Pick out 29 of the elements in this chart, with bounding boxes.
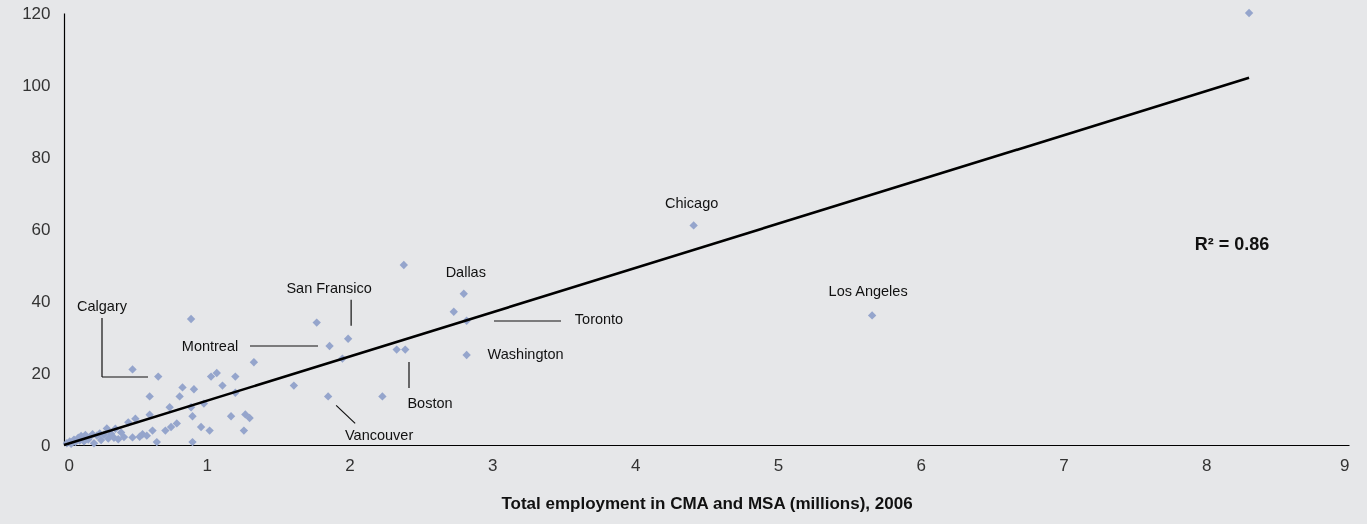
y-tick-label: 60	[31, 219, 51, 239]
annotation: Los Angeles	[828, 283, 908, 300]
y-tick-label: 100	[22, 75, 51, 95]
x-tick-label: 0	[64, 455, 74, 475]
annotation: San Fransico	[286, 279, 372, 296]
x-tick-label: 2	[345, 455, 355, 475]
y-tick-label: 120	[22, 3, 51, 23]
annotation: Toronto	[574, 311, 624, 327]
y-tick-label: 80	[31, 147, 51, 167]
annotation: Montreal	[181, 338, 239, 354]
annotation: Vancouver	[345, 427, 414, 444]
annotation: Washington	[487, 346, 564, 362]
annotation: Dallas	[445, 263, 486, 280]
x-tick-label: 5	[773, 455, 784, 475]
x-axis-title: Total employment in CMA and MSA (millions), 2006	[501, 493, 913, 513]
y-tick-label: 40	[31, 291, 51, 311]
y-tick-label: 0	[41, 435, 51, 455]
annotation: R² = 0.86	[1194, 234, 1270, 254]
annotation: Calgary	[77, 298, 128, 314]
x-tick-label: 3	[488, 455, 498, 475]
annotation: Chicago	[665, 195, 719, 212]
x-tick-label: 1	[202, 455, 213, 475]
x-tick-label: 9	[1340, 455, 1350, 475]
y-tick-label: 20	[31, 363, 51, 383]
x-tick-label: 7	[1059, 455, 1069, 475]
x-tick-label: 8	[1201, 455, 1212, 475]
annotation: Boston	[407, 395, 453, 411]
x-tick-label: 6	[916, 455, 926, 475]
x-tick-label: 4	[630, 455, 641, 475]
